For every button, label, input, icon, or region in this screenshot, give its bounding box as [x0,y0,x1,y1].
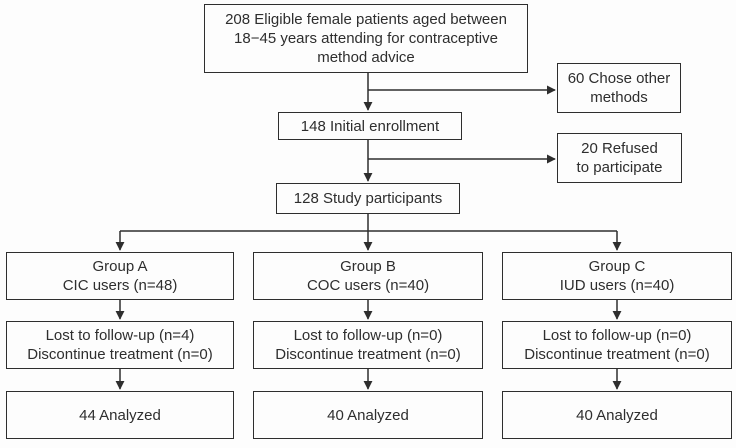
group-a-lost-box: Lost to follow-up (n=4) Discontinue trea… [6,321,234,369]
group-c-lost-box: Lost to follow-up (n=0) Discontinue trea… [502,321,732,369]
group-c-analyzed: 40 Analyzed [576,406,658,424]
chose-other-line-2: methods [590,89,648,106]
study-participants-box: 128 Study participants [276,183,460,214]
refused-line-1: 20 Refused [581,140,658,157]
group-b-name: Group B [340,258,396,275]
group-b-discontinued: Discontinue treatment (n=0) [275,346,461,363]
chose-other-line-1: 60 Chose other [567,70,671,87]
group-b-users: COC users (n=40) [306,277,430,294]
study-participants-label: 128 Study participants [293,190,443,207]
group-a-name: Group A [92,258,148,275]
eligible-line-3: method advice [317,49,415,66]
group-a-analyzed-box: 44 Analyzed [6,391,234,439]
group-a-box: Group A CIC users (n=48) [6,252,234,300]
group-c-lost: Lost to follow-up (n=0) [542,327,692,344]
group-c-name: Group C [588,258,646,275]
group-b-lost-box: Lost to follow-up (n=0) Discontinue trea… [253,321,483,369]
group-a-users: CIC users (n=48) [62,277,178,294]
group-b-analyzed-box: 40 Analyzed [253,391,483,439]
group-b-lost: Lost to follow-up (n=0) [293,327,443,344]
group-b-box: Group B COC users (n=40) [253,252,483,300]
eligible-line-2: 18−45 years attending for contraceptive [234,30,498,47]
eligible-line-1: 208 Eligible female patients aged betwee… [225,11,507,28]
group-c-discontinued: Discontinue treatment (n=0) [524,346,710,363]
initial-enrollment-box: 148 Initial enrollment [278,112,462,140]
eligible-patients-box: 208 Eligible female patients aged betwee… [204,4,528,73]
group-c-box: Group C IUD users (n=40) [502,252,732,300]
group-c-analyzed-box: 40 Analyzed [502,391,732,439]
refused-to-participate-box: 20 Refused to participate [557,133,682,183]
initial-enrollment-label: 148 Initial enrollment [300,117,440,135]
chose-other-methods-box: 60 Chose other methods [557,63,681,113]
group-a-discontinued: Discontinue treatment (n=0) [27,346,213,363]
group-a-analyzed: 44 Analyzed [79,406,161,424]
group-b-analyzed: 40 Analyzed [327,406,409,424]
group-a-lost: Lost to follow-up (n=4) [45,327,195,344]
refused-line-2: to participate [576,159,663,176]
group-c-users: IUD users (n=40) [559,277,675,294]
